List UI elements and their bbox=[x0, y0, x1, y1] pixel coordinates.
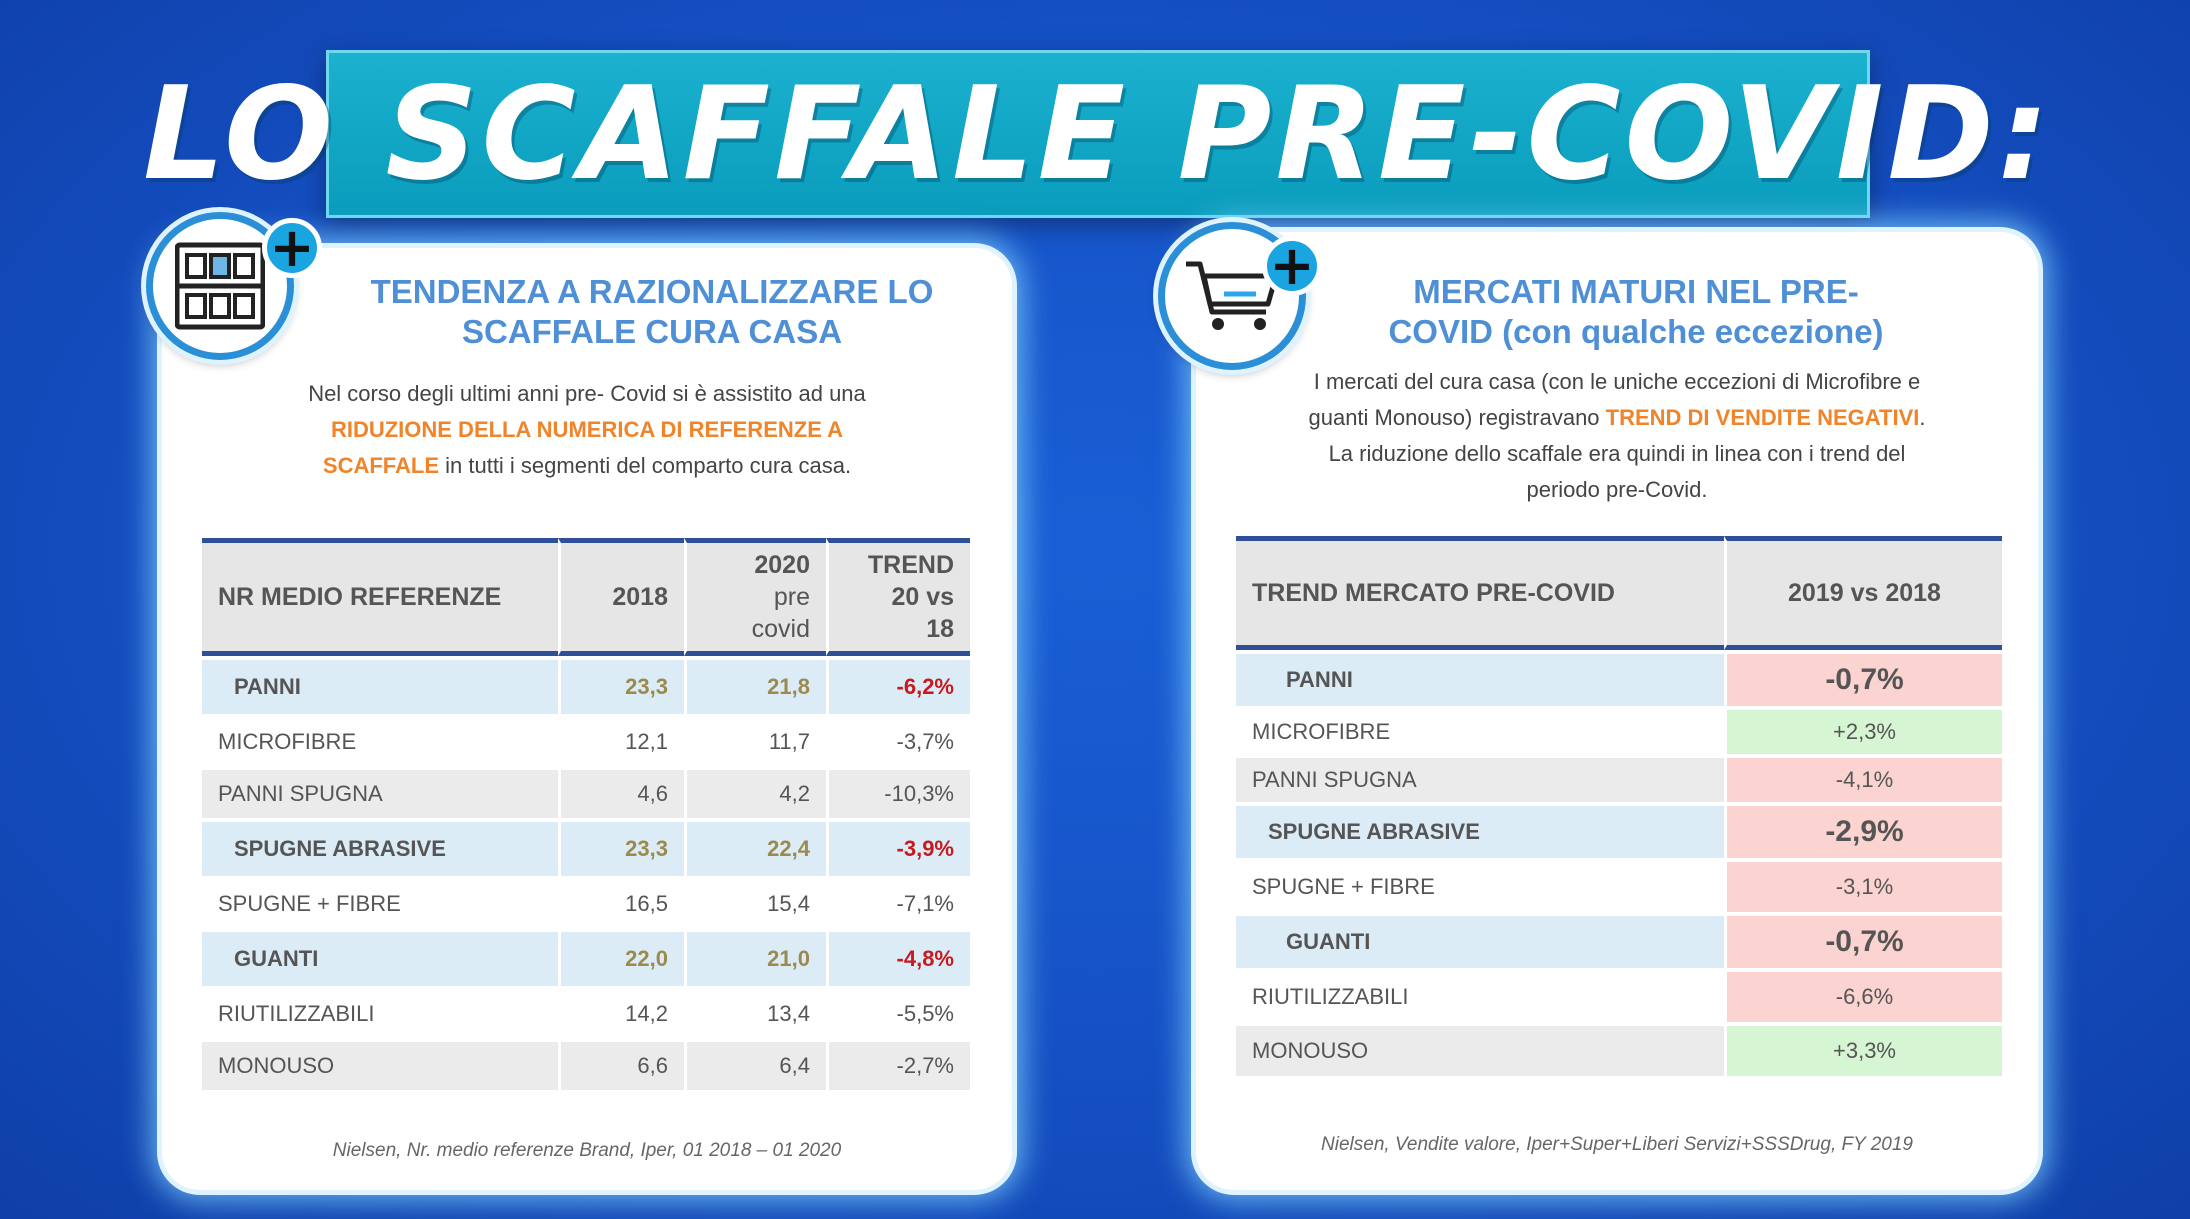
right-title-line2: COVID (con qualche eccezione) bbox=[1388, 313, 1884, 350]
right-table-header: TREND MERCATO PRE-COVID 2019 vs 2018 bbox=[1236, 536, 2002, 650]
left-desc-highlight2: SCAFFALE bbox=[322, 453, 440, 478]
table-row: PANNI -0,7% bbox=[1236, 654, 2002, 706]
title-banner: LO SCAFFALE PRE-COVID: bbox=[143, 50, 2049, 218]
left-desc-line1: Nel corso degli ultimi anni pre- Covid s… bbox=[308, 381, 866, 406]
left-header-label: NR MEDIO REFERENZE bbox=[202, 538, 558, 656]
right-header-label: TREND MERCATO PRE-COVID bbox=[1236, 536, 1724, 650]
right-source-note: Nielsen, Vendite valore, Iper+Super+Libe… bbox=[1321, 1134, 1913, 1155]
right-title-line1: MERCATI MATURI NEL PRE- bbox=[1413, 273, 1859, 310]
plus-icon: + bbox=[1262, 236, 1322, 296]
table-row: GUANTI -0,7% bbox=[1236, 916, 2002, 968]
left-header-2020: 2020 pre covid bbox=[684, 538, 826, 656]
table-row: GUANTI 22,0 21,0 -4,8% bbox=[202, 932, 970, 986]
page-title: LO SCAFFALE PRE-COVID: bbox=[143, 59, 2053, 209]
plus-icon: + bbox=[262, 218, 322, 278]
table-row: MICROFIBRE +2,3% bbox=[1236, 710, 2002, 754]
right-card-title: MERCATI MATURI NEL PRE- COVID (con qualc… bbox=[1276, 272, 1996, 352]
right-desc-line4: periodo pre-Covid. bbox=[1526, 477, 1708, 502]
right-desc-line1: I mercati del cura casa (con le uniche e… bbox=[1313, 369, 1921, 394]
left-desc-highlight1: RIDUZIONE DELLA NUMERICA DI REFERENZE A bbox=[330, 417, 844, 442]
table-row: SPUGNE + FIBRE -3,1% bbox=[1236, 862, 2002, 912]
shelf-icon bbox=[175, 242, 265, 330]
left-card-title: TENDENZA A RAZIONALIZZARE LO SCAFFALE CU… bbox=[312, 272, 992, 352]
right-card-description: I mercati del cura casa (con le uniche e… bbox=[1216, 364, 2018, 508]
table-row: SPUGNE ABRASIVE -2,9% bbox=[1236, 806, 2002, 858]
right-market-trend-table: TREND MERCATO PRE-COVID 2019 vs 2018 PAN… bbox=[1236, 532, 2002, 1080]
table-row: MONOUSO 6,6 6,4 -2,7% bbox=[202, 1042, 970, 1090]
right-desc-line3: La riduzione dello scaffale era quindi i… bbox=[1328, 441, 1906, 466]
left-references-table: NR MEDIO REFERENZE 2018 2020 pre covid T… bbox=[202, 534, 970, 1094]
table-row: SPUGNE ABRASIVE 23,3 22,4 -3,9% bbox=[202, 822, 970, 876]
table-row: PANNI SPUGNA -4,1% bbox=[1236, 758, 2002, 802]
table-row: PANNI 23,3 21,8 -6,2% bbox=[202, 660, 970, 714]
left-card: TENDENZA A RAZIONALIZZARE LO SCAFFALE CU… bbox=[162, 248, 1012, 1190]
table-row: MONOUSO +3,3% bbox=[1236, 1026, 2002, 1076]
left-table-header: NR MEDIO REFERENZE 2018 2020 pre covid T… bbox=[202, 538, 970, 656]
shopping-cart-icon bbox=[1186, 261, 1279, 330]
right-badge bbox=[1158, 222, 1306, 370]
right-card: MERCATI MATURI NEL PRE- COVID (con qualc… bbox=[1196, 232, 2038, 1190]
table-row: MICROFIBRE 12,1 11,7 -3,7% bbox=[202, 718, 970, 766]
table-row: RIUTILIZZABILI -6,6% bbox=[1236, 972, 2002, 1022]
left-title-line2: SCAFFALE CURA CASA bbox=[461, 313, 843, 350]
left-card-description: Nel corso degli ultimi anni pre- Covid s… bbox=[202, 376, 972, 484]
table-row: SPUGNE + FIBRE 16,5 15,4 -7,1% bbox=[202, 880, 970, 928]
left-header-2018: 2018 bbox=[558, 538, 684, 656]
left-header-trend: TREND 20 vs 18 bbox=[826, 538, 970, 656]
right-header-period: 2019 vs 2018 bbox=[1724, 536, 2002, 650]
table-row: PANNI SPUGNA 4,6 4,2 -10,3% bbox=[202, 770, 970, 818]
table-row: RIUTILIZZABILI 14,2 13,4 -5,5% bbox=[202, 990, 970, 1038]
left-title-line1: TENDENZA A RAZIONALIZZARE LO bbox=[370, 273, 934, 310]
left-desc-line3: in tutti i segmenti del comparto cura ca… bbox=[439, 453, 852, 478]
right-desc-highlight: TREND DI VENDITE NEGATIVI bbox=[1605, 405, 1920, 430]
left-source-note: Nielsen, Nr. medio referenze Brand, Iper… bbox=[332, 1140, 842, 1161]
